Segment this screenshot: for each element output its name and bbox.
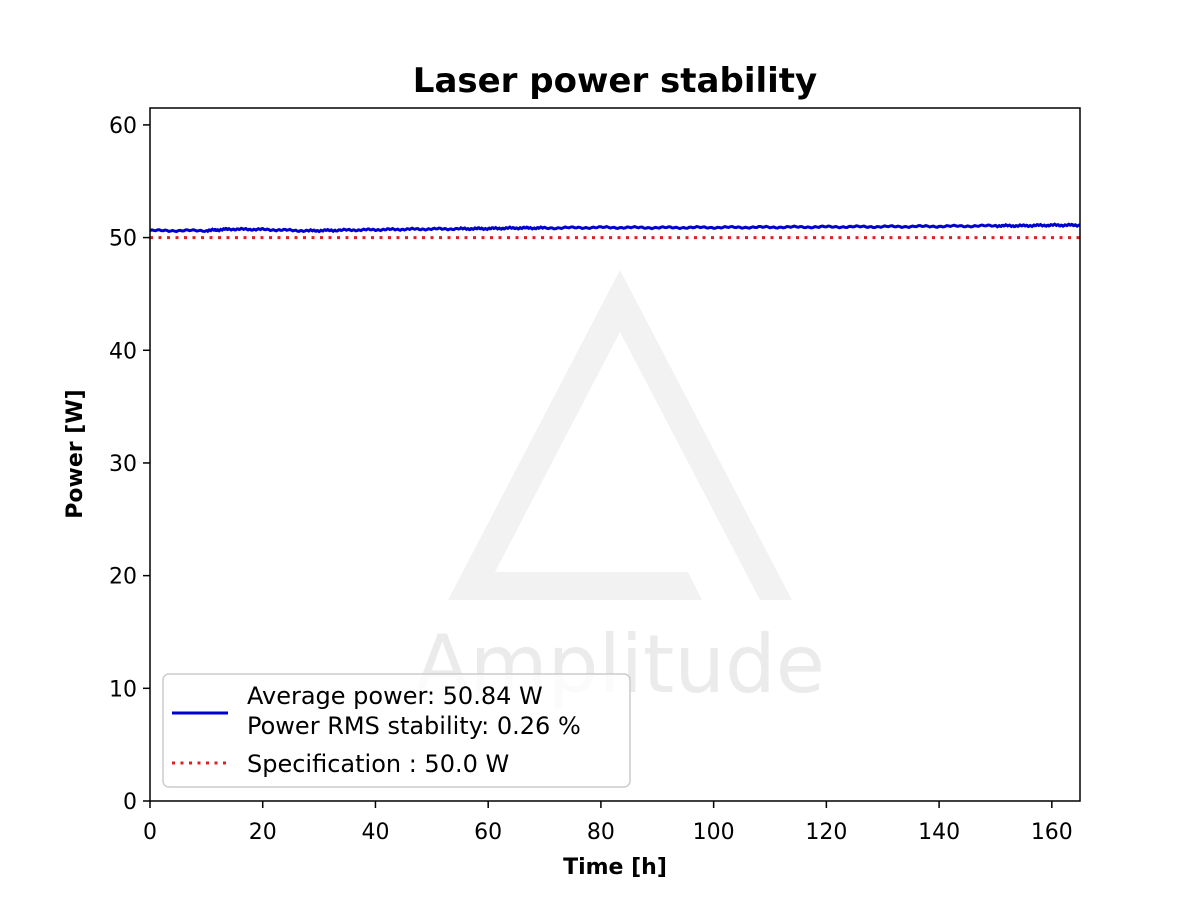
x-tick-label: 100: [693, 820, 735, 845]
series-line-average-power: [149, 222, 1081, 234]
x-axis: 0 20 40 60 80 100 120 140 160: [143, 801, 1073, 845]
x-tick-label: 60: [474, 820, 502, 845]
x-tick-label: 40: [361, 820, 389, 845]
y-tick-label: 40: [109, 339, 137, 364]
watermark-triangle-icon: [448, 270, 792, 600]
x-tick-label: 20: [249, 820, 277, 845]
y-tick-label: 60: [109, 114, 137, 139]
watermark: Amplitude: [415, 270, 825, 711]
legend-label-rms-stability: Power RMS stability: 0.26 %: [247, 712, 581, 740]
x-tick-label: 0: [143, 820, 157, 845]
x-tick-label: 140: [918, 820, 960, 845]
y-tick-label: 30: [109, 452, 137, 477]
legend-box: [162, 673, 631, 788]
y-tick-label: 10: [109, 677, 137, 702]
x-tick-label: 120: [805, 820, 847, 845]
series-layer: [149, 222, 1081, 240]
y-axis: 0 10 20 30 40 50 60: [109, 114, 150, 815]
y-tick-label: 20: [109, 565, 137, 590]
plot-frame: [149, 107, 1081, 802]
x-tick-label: 160: [1031, 820, 1073, 845]
y-tick-label: 50: [109, 227, 137, 252]
chart-title: Laser power stability: [413, 61, 817, 101]
legend-label-specification: Specification : 50.0 W: [247, 750, 509, 778]
legend-label-average-power: Average power: 50.84 W: [247, 682, 543, 710]
x-tick-label: 80: [587, 820, 615, 845]
legend: Average power: 50.84 W Power RMS stabili…: [162, 673, 631, 788]
y-tick-label: 0: [123, 790, 137, 815]
x-axis-title: Time [h]: [563, 855, 667, 880]
y-axis-title: Power [W]: [63, 389, 88, 518]
